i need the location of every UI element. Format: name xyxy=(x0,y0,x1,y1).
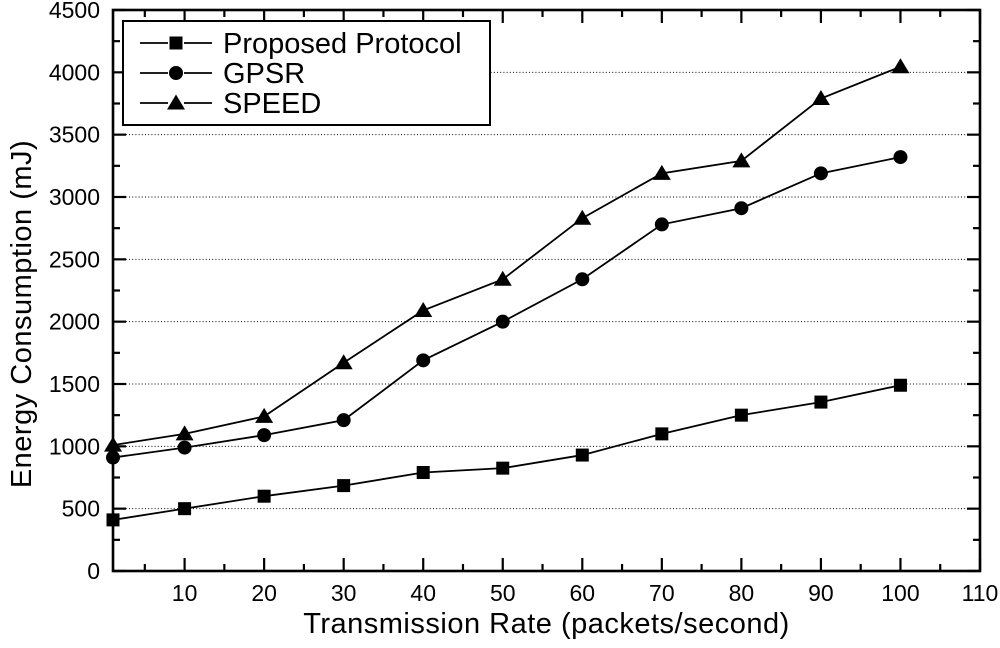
legend-label-proposed-protocol: Proposed Protocol xyxy=(223,28,462,60)
legend-entry-speed: SPEED xyxy=(140,88,321,120)
data-point-triangle xyxy=(732,152,751,168)
series-speed xyxy=(104,58,910,452)
data-point-square xyxy=(893,378,907,392)
data-point-circle xyxy=(336,413,351,428)
y-tick-label: 1000 xyxy=(49,433,100,459)
data-point-triangle xyxy=(493,270,512,286)
data-point-circle xyxy=(416,353,431,368)
y-tick-label: 1500 xyxy=(49,371,100,397)
x-tick-label: 110 xyxy=(962,580,999,606)
y-tick-label: 0 xyxy=(87,558,100,584)
data-point-triangle xyxy=(255,407,274,423)
data-point-triangle xyxy=(891,58,910,74)
data-point-square xyxy=(416,466,430,480)
x-tick-label: 50 xyxy=(490,580,516,606)
x-tick-label: 40 xyxy=(410,580,436,606)
legend-entry-gpsr: GPSR xyxy=(140,58,305,90)
x-tick-label: 100 xyxy=(881,580,919,606)
data-point-triangle xyxy=(175,425,194,441)
data-point-triangle xyxy=(414,301,433,317)
plot-frame xyxy=(111,8,982,573)
data-point-circle xyxy=(654,217,669,232)
data-point-circle xyxy=(495,314,510,329)
series-gpsr xyxy=(106,150,908,465)
data-point-square xyxy=(655,427,669,441)
data-point-triangle xyxy=(652,164,671,180)
data-point-circle xyxy=(734,201,749,216)
y-tick-label: 4500 xyxy=(49,0,100,23)
y-axis-title: Energy Consumption (mJ) xyxy=(6,139,38,489)
legend-label-gpsr: GPSR xyxy=(223,58,305,90)
data-point-circle xyxy=(106,450,120,465)
x-tick-label: 80 xyxy=(729,580,755,606)
y-tick-label: 2000 xyxy=(49,309,100,335)
x-axis-title: Transmission Rate (packets/second) xyxy=(303,608,790,640)
y-tick-label: 500 xyxy=(62,496,100,522)
x-tick-label: 70 xyxy=(649,580,675,606)
x-tick-label: 10 xyxy=(172,580,198,606)
legend-marker-square xyxy=(169,36,183,50)
y-tick-label: 2500 xyxy=(49,246,100,272)
data-point-triangle xyxy=(104,436,122,452)
series-proposed-protocol xyxy=(106,378,907,527)
legend-marker-triangle xyxy=(167,94,185,110)
legend-marker-circle xyxy=(169,66,183,80)
x-tick-label: 90 xyxy=(808,580,834,606)
data-point-circle xyxy=(177,440,192,455)
data-point-circle xyxy=(893,150,908,165)
data-point-circle xyxy=(575,272,590,287)
data-point-triangle xyxy=(573,209,592,225)
legend-entry-proposed-protocol: Proposed Protocol xyxy=(140,28,462,60)
x-tick-label: 60 xyxy=(569,580,595,606)
data-point-triangle xyxy=(334,354,353,370)
data-point-square xyxy=(337,479,351,493)
y-tick-label: 3500 xyxy=(49,122,100,148)
data-point-square xyxy=(734,408,748,422)
series-line-gpsr xyxy=(112,156,901,459)
data-point-circle xyxy=(813,166,828,181)
data-point-square xyxy=(106,513,120,527)
y-tick-label: 4000 xyxy=(49,59,100,85)
data-point-triangle xyxy=(811,90,830,106)
data-point-circle xyxy=(257,428,272,443)
y-tick-label: 3000 xyxy=(49,184,100,210)
data-point-square xyxy=(814,395,828,409)
x-tick-label: 30 xyxy=(331,580,357,606)
series-line-proposed-protocol xyxy=(112,384,901,521)
data-point-square xyxy=(178,502,192,516)
data-point-square xyxy=(496,461,510,475)
x-tick-label: 20 xyxy=(251,580,277,606)
data-point-square xyxy=(257,489,271,503)
data-point-square xyxy=(575,448,589,462)
legend-label-speed: SPEED xyxy=(223,88,321,120)
